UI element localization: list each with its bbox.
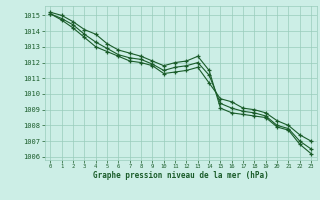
X-axis label: Graphe pression niveau de la mer (hPa): Graphe pression niveau de la mer (hPa)	[93, 171, 269, 180]
